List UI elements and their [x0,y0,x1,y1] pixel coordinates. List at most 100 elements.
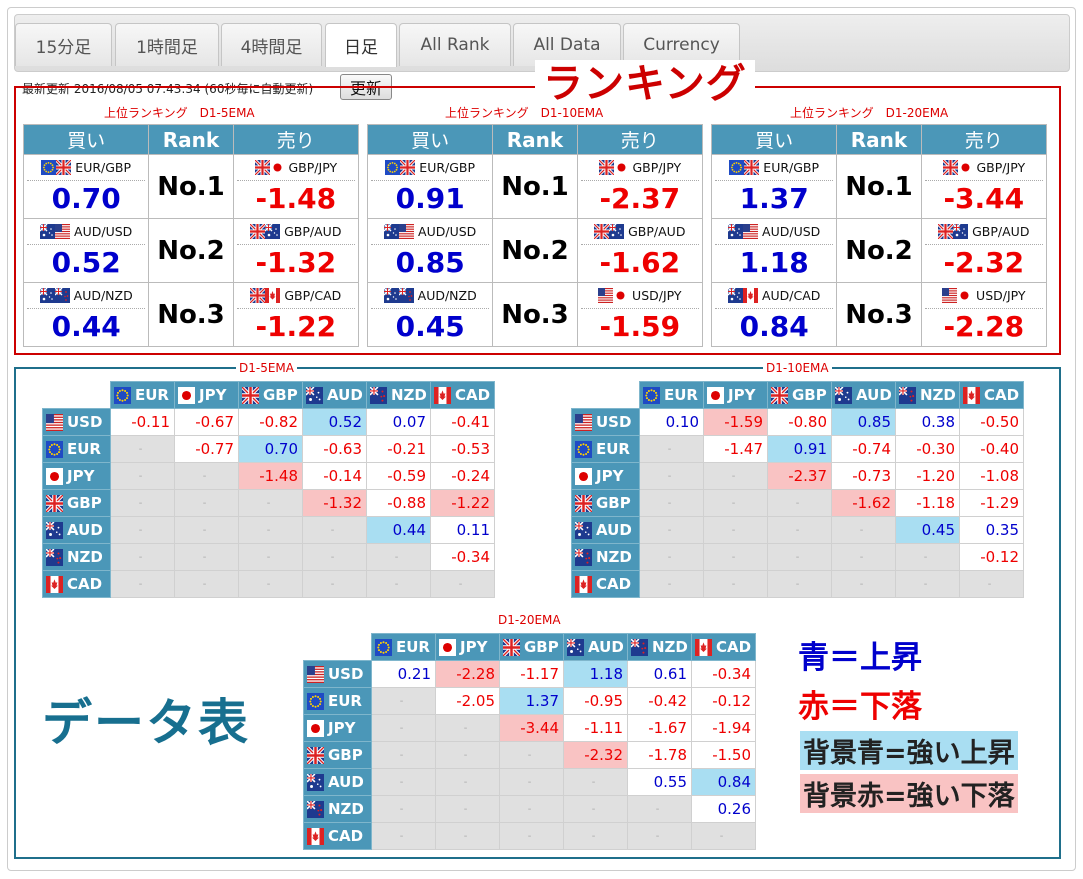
pair-label: AUD/USD [762,224,821,239]
buy-cell[interactable]: AUD/NZD 0.44 [22,282,150,347]
buy-cell[interactable]: AUD/USD 0.52 [22,218,150,283]
rank-number: No.3 [492,282,578,347]
buy-cell[interactable]: AUD/NZD 0.45 [366,282,494,347]
matrix-cell: - [703,489,768,517]
currency-label: AUD [596,521,632,539]
row-header-gbp: GBP [42,489,111,517]
tab-4[interactable]: All Rank [399,23,511,66]
matrix-cell: -0.53 [430,435,495,463]
buy-cell[interactable]: AUD/USD 0.85 [366,218,494,283]
matrix-cell: - [767,570,832,598]
rank-number: No.2 [836,218,922,283]
matrix-cell: -1.11 [563,714,628,742]
row-header-eur: EUR [303,687,372,715]
matrix-cell: - [371,822,436,850]
nz-flag-icon [630,638,648,656]
matrix-row: NZD - - - - - -0.34 [42,543,495,571]
sell-value: -1.62 [599,246,681,279]
matrix-cell: - [831,570,896,598]
tab-1[interactable]: 1時間足 [115,23,219,66]
australia-flag-icon [727,223,744,239]
sell-cell[interactable]: GBP/JPY -1.48 [232,154,360,219]
matrix-row: EUR - -2.05 1.37 -0.95 -0.42 -0.12 [303,687,756,715]
currency-label: AUD [328,773,364,791]
sell-cell[interactable]: GBP/AUD -1.62 [576,218,704,283]
uk-flag-icon [55,158,73,177]
uk-flag-icon [941,158,959,177]
sell-cell[interactable]: GBP/AUD -1.32 [232,218,360,283]
matrix-cell: - [703,570,768,598]
row-header-jpy: JPY [42,462,111,490]
sell-cell[interactable]: USD/JPY -1.59 [576,282,704,347]
currency-label: AUD [856,386,892,404]
matrix-cell: - [110,516,175,544]
buy-cell[interactable]: EUR/GBP 0.91 [366,154,494,219]
australia-flag-icon [727,287,743,303]
matrix-row: CAD - - - - - - [42,570,495,598]
uk-flag-icon [253,158,271,177]
matrix-cell: -1.62 [831,489,896,517]
matrix-row: AUD - - - -0.45 0.35 [571,516,1024,544]
buy-value: 0.45 [395,310,465,343]
matrix-cell: 0.26 [691,795,756,823]
sell-cell[interactable]: GBP/JPY -3.44 [920,154,1048,219]
pair-flags-icon [941,158,973,177]
pair-flags-icon [942,288,973,303]
currency-label: GBP [263,386,298,404]
matrix-row: JPY - - -1.48 -0.14 -0.59 -0.24 [42,462,495,490]
buy-cell[interactable]: AUD/CAD 0.84 [710,282,838,347]
tab-3[interactable]: 日足 [325,23,397,67]
matrix-cell: -1.18 [895,489,960,517]
nz-flag-icon [306,800,324,818]
row-header-usd: USD [571,408,640,436]
currency-label: GBP [792,386,827,404]
matrix-cell: - [639,489,704,517]
legend-bg-blue: 背景青=強い上昇 [800,731,1018,770]
sell-cell[interactable]: USD/JPY -2.28 [920,282,1048,347]
sell-cell[interactable]: GBP/CAD -1.22 [232,282,360,347]
matrix-caption: D1-20EMA [495,613,564,627]
matrix-cell: -0.82 [238,408,303,436]
tab-0[interactable]: 15分足 [15,23,112,66]
sell-cell[interactable]: GBP/AUD -2.32 [920,218,1048,283]
row-header-usd: USD [42,408,111,436]
rank-number: No.3 [836,282,922,347]
ranking-table: 買い Rank 売り EUR/GBP 0.91 No.1 GBP/JPY -2.37 AUD/U… [366,124,704,347]
matrix-cell: -1.47 [703,435,768,463]
canada-flag-icon [695,639,712,656]
canada-flag-icon [46,576,63,593]
matrix-cell: -0.67 [174,408,239,436]
uk-flag-icon [501,637,522,658]
matrix-cell: - [430,570,495,598]
pair-label: GBP/AUD [284,224,342,239]
tab-2[interactable]: 4時間足 [221,23,322,66]
ema-matrix-table: EUR JPY GBP AUD NZD CAD USD 0.10 -1.59 -0.80 0.85 0… [571,381,1024,598]
pair-flags-icon [41,158,73,177]
sell-cell[interactable]: GBP/JPY -2.37 [576,154,704,219]
matrix-row: JPY - - -2.37 -0.73 -1.20 -1.08 [571,462,1024,490]
pair-flags-icon [727,287,758,303]
japan-flag-icon [307,720,324,737]
pair-label: EUR/GBP [419,160,476,175]
buy-cell[interactable]: EUR/GBP 1.37 [710,154,838,219]
matrix-cell: -1.08 [959,462,1024,490]
currency-pair: GBP/JPY [924,155,1043,181]
japan-flag-icon [957,288,973,303]
col-header-eur: EUR [639,381,704,409]
currency-label: EUR [67,440,101,458]
tab-6[interactable]: Currency [623,23,740,66]
buy-cell[interactable]: EUR/GBP 0.70 [22,154,150,219]
currency-pair: GBP/JPY [580,155,699,181]
nz-flag-icon [54,287,70,303]
tab-5[interactable]: All Data [513,23,621,66]
sell-header: 売り [232,124,360,155]
ranking-row: AUD/USD 1.18 No.2 GBP/AUD -2.32 [710,218,1048,283]
buy-cell[interactable]: AUD/USD 1.18 [710,218,838,283]
matrix-cell: 0.38 [895,408,960,436]
matrix-cell: -0.80 [767,408,832,436]
buy-header: 買い [366,124,494,155]
ranking-title: ランキング [535,60,755,108]
matrix-row: AUD - - - -0.55 0.84 [303,768,756,796]
currency-pair: GBP/AUD [236,219,355,245]
pair-flags-icon [39,287,70,303]
